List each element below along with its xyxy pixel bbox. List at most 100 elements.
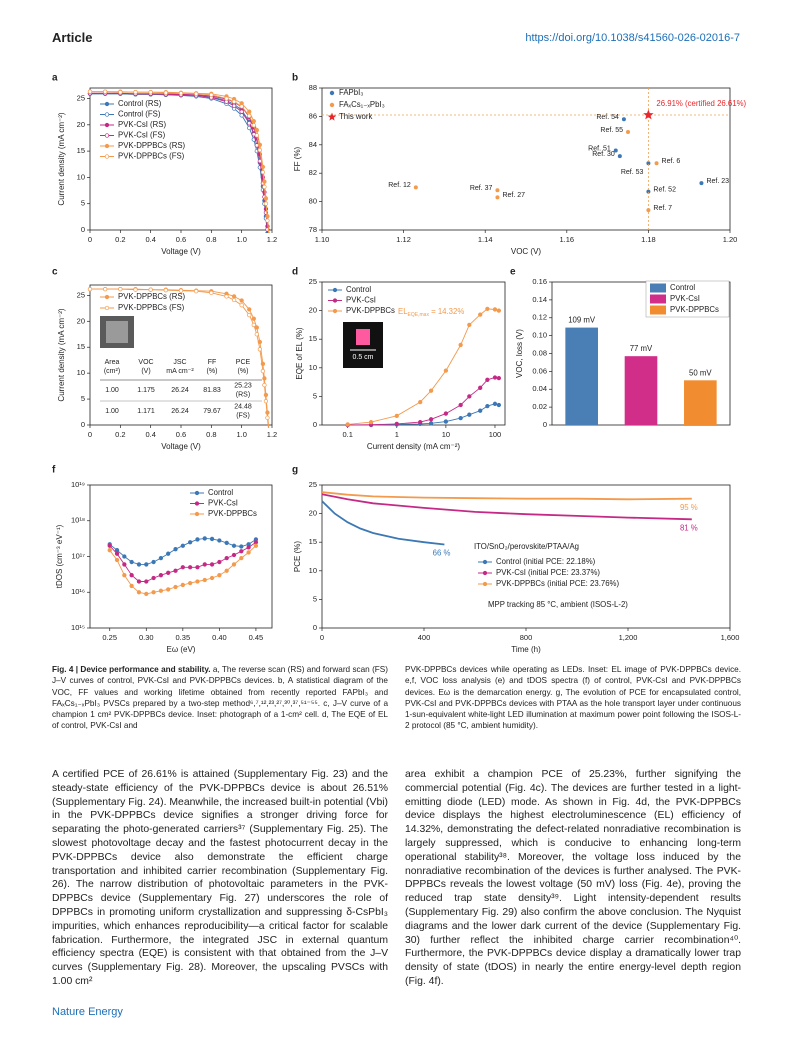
marker xyxy=(202,562,207,567)
x-axis-label: Voltage (V) xyxy=(161,442,201,451)
legend-marker xyxy=(104,305,110,311)
y-tick-label: 0 xyxy=(313,420,317,429)
marker xyxy=(136,590,142,595)
y-tick-label: 10¹⁵ xyxy=(71,623,85,632)
x-tick-label: 1.10 xyxy=(315,235,330,244)
legend-label: PVK-DPPBCs (RS) xyxy=(118,141,186,150)
y-tick-label: 5 xyxy=(81,199,85,208)
y-axis-label: Current density (mA cm⁻²) xyxy=(57,308,66,401)
y-tick-label: 10 xyxy=(77,368,85,377)
table-header: (%) xyxy=(238,368,249,375)
marker xyxy=(253,540,259,545)
y-tick-label: 88 xyxy=(309,83,317,92)
panel-letter: a xyxy=(52,73,58,84)
legend-marker xyxy=(104,133,110,138)
marker xyxy=(467,322,472,328)
marker xyxy=(394,421,399,427)
marker xyxy=(231,552,237,558)
x-tick-label: 100 xyxy=(489,430,502,439)
plot-frame xyxy=(321,281,506,426)
legend-marker xyxy=(104,143,110,149)
x-tick-label: 0.35 xyxy=(176,633,191,642)
y-tick-label: 20 xyxy=(309,509,317,518)
note: MPP tracking 85 °C, ambient (ISOS-L-2) xyxy=(488,600,628,609)
marker xyxy=(194,289,199,294)
y-tick-label: 0 xyxy=(81,420,85,429)
y-tick-label: 10 xyxy=(309,566,317,575)
inset-el-spot xyxy=(356,329,370,345)
legend-star xyxy=(327,112,337,121)
legend-swatch xyxy=(650,294,666,304)
y-tick-label: 20 xyxy=(309,306,317,315)
y-tick-label: 0.10 xyxy=(532,331,547,340)
marker xyxy=(114,557,120,563)
y-tick-label: 0.16 xyxy=(532,277,547,286)
marker xyxy=(428,417,434,422)
x-axis-label: VOC (V) xyxy=(511,247,542,256)
marker xyxy=(114,548,120,553)
legend-label: This work xyxy=(339,112,372,121)
marker xyxy=(180,582,185,588)
marker xyxy=(151,590,156,595)
y-tick-label: 10¹⁷ xyxy=(71,551,85,560)
x-tick-label: 1.0 xyxy=(236,430,246,439)
point-label: Ref. 7 xyxy=(653,205,672,212)
marker xyxy=(443,419,449,424)
x-tick-label: 0 xyxy=(88,430,92,439)
footer: Nature Energy xyxy=(52,1006,123,1018)
bar xyxy=(684,380,717,425)
legend-label: PVK-DPPBCs (initial PCE: 23.76%) xyxy=(496,579,619,588)
marker xyxy=(209,575,215,581)
highlight-label: 26.91% (certified 26.61%) xyxy=(656,99,746,108)
series-line xyxy=(321,500,445,546)
marker xyxy=(247,109,252,114)
marker xyxy=(262,184,267,190)
legend-label: PVK-CsI xyxy=(670,294,700,303)
marker xyxy=(178,91,184,96)
doi-link[interactable]: https://doi.org/10.1038/s41560-026-02016… xyxy=(525,32,740,44)
marker xyxy=(166,551,171,556)
annotation-main: EL xyxy=(398,307,408,316)
y-tick-label: 84 xyxy=(309,140,317,149)
table-cell: 1.175 xyxy=(137,387,155,394)
marker xyxy=(267,244,271,248)
legend-label: Control (FS) xyxy=(118,110,161,119)
x-tick-label: 0 xyxy=(320,633,324,642)
legend-label: Control (RS) xyxy=(118,99,162,108)
legend-label: PVK-CsI xyxy=(208,499,238,508)
x-tick-label: 0.2 xyxy=(115,235,125,244)
marker xyxy=(209,536,215,542)
marker xyxy=(458,342,463,348)
table-header: mA cm⁻² xyxy=(166,368,194,375)
point-label: Ref. 55 xyxy=(600,127,623,134)
marker xyxy=(194,91,199,96)
marker xyxy=(87,286,93,292)
table-header: (%) xyxy=(207,368,218,375)
table-cell: 26.24 xyxy=(171,408,189,415)
y-tick-label: 86 xyxy=(309,111,317,120)
marker xyxy=(239,544,244,549)
marker xyxy=(492,375,498,380)
marker xyxy=(246,550,251,555)
y-tick-label: 0.14 xyxy=(532,295,547,304)
x-tick-label: 1.0 xyxy=(236,235,246,244)
marker xyxy=(239,298,244,303)
marker xyxy=(133,90,138,95)
marker xyxy=(122,554,127,559)
marker xyxy=(265,218,270,223)
marker xyxy=(496,402,502,408)
section-label: Article xyxy=(52,30,93,45)
marker xyxy=(418,399,423,405)
y-tick-label: 10¹⁹ xyxy=(71,480,85,489)
series-line xyxy=(321,491,692,501)
legend-marker xyxy=(104,154,110,159)
point-label: Ref. 27 xyxy=(502,192,525,199)
table-cell: 1.00 xyxy=(105,408,119,415)
y-tick-label: 0.08 xyxy=(532,348,547,357)
x-tick-label: 0.8 xyxy=(206,430,216,439)
table-header: Area xyxy=(105,359,120,366)
x-tick-label: 0 xyxy=(88,235,92,244)
caption-label: Fig. 4 | Device performance and stabilit… xyxy=(52,665,211,674)
x-tick-label: 0.25 xyxy=(102,633,117,642)
